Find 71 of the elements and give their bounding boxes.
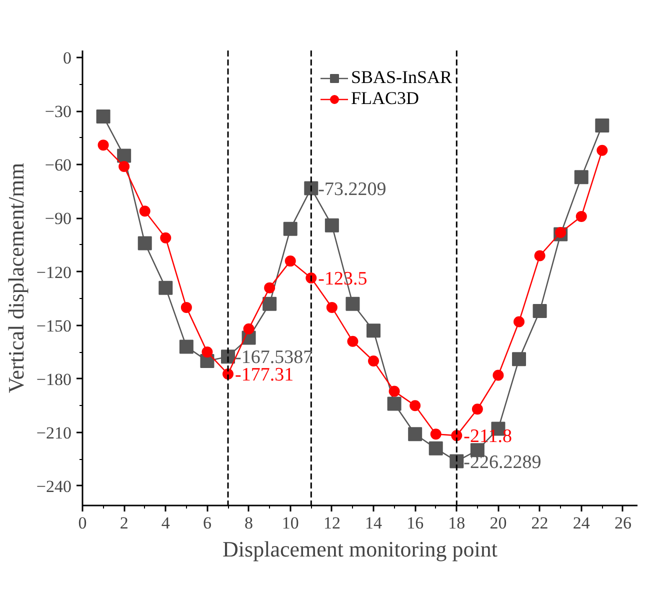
y-tick-label: 0 (63, 48, 72, 68)
x-tick-label: 2 (120, 514, 128, 532)
point (160, 232, 172, 244)
point (179, 340, 194, 354)
x-tick-label: 26 (614, 514, 632, 532)
point (408, 427, 422, 442)
legend-label: FLAC3D (351, 88, 420, 109)
y-tick-label: −30 (44, 102, 72, 122)
point (514, 316, 525, 328)
point (574, 170, 588, 184)
point (326, 302, 338, 313)
x-tick-label: 4 (161, 514, 170, 532)
x-tick-label: 20 (490, 514, 507, 532)
y-tick-label: −90 (44, 209, 72, 228)
annotation: -177.31 (235, 364, 294, 386)
x-tick-label: 14 (365, 514, 383, 532)
y-axis-title: Vertical displacement/mm (3, 162, 28, 394)
x-tick-label: 6 (202, 514, 212, 532)
point (532, 304, 547, 318)
point (284, 256, 296, 267)
point (366, 324, 381, 338)
x-axis-title: Displacement monitoring point (222, 536, 498, 562)
y-tick-label: −150 (36, 316, 72, 336)
y-tick-label: −60 (44, 156, 72, 175)
x-tick-label: 12 (323, 514, 340, 532)
point (576, 210, 587, 222)
point (555, 227, 566, 238)
point (472, 404, 483, 415)
point (180, 302, 192, 313)
point (534, 250, 546, 262)
point (596, 144, 608, 156)
point (304, 181, 318, 196)
y-tick-label: −120 (36, 262, 72, 282)
point (118, 160, 130, 172)
point (410, 400, 421, 412)
x-tick-label: 8 (244, 514, 254, 532)
point (324, 218, 339, 232)
point (139, 206, 150, 217)
point (158, 280, 173, 295)
x-tick-label: 0 (78, 514, 87, 532)
x-tick-label: 18 (448, 514, 466, 532)
point (387, 396, 402, 411)
point (595, 118, 610, 132)
point (347, 336, 358, 347)
point (117, 148, 132, 163)
y-tick-label: −240 (36, 476, 72, 496)
point (243, 323, 254, 334)
point (98, 140, 109, 151)
point (512, 352, 526, 366)
x-tick-label: 24 (572, 514, 590, 532)
y-tick-label: −210 (36, 423, 72, 442)
point (283, 222, 298, 236)
legend-label: SBAS-InSAR (351, 67, 452, 88)
point (264, 282, 276, 294)
point (428, 441, 443, 456)
x-tick-label: 16 (406, 514, 424, 532)
point (96, 110, 110, 124)
annotation: -226.2289 (464, 452, 542, 473)
point (202, 346, 213, 358)
point (430, 428, 442, 440)
annotation: -73.2209 (318, 178, 386, 200)
point (492, 370, 504, 381)
point (262, 296, 277, 311)
point (450, 454, 464, 468)
point (368, 355, 380, 366)
y-tick-label: −180 (36, 370, 72, 389)
point (388, 386, 400, 397)
x-tick-label: 10 (282, 514, 299, 532)
x-tick-label: 22 (531, 514, 548, 532)
point (346, 296, 360, 311)
point (138, 236, 152, 250)
